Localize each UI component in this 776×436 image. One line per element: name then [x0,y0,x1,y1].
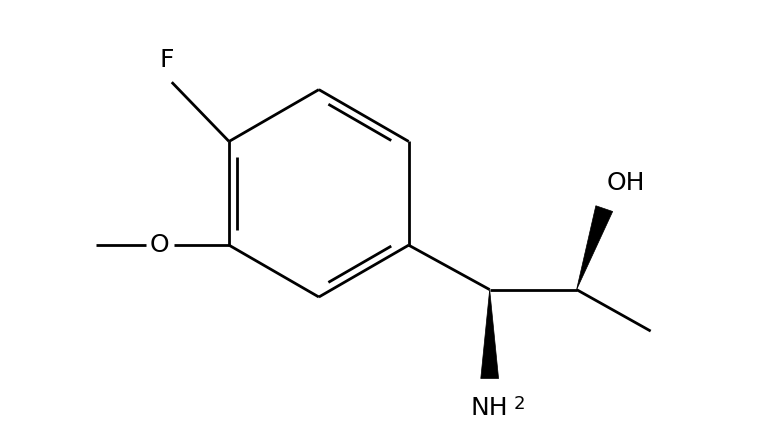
Text: O: O [150,233,170,257]
Text: F: F [160,48,174,72]
Polygon shape [481,290,498,378]
Text: OH: OH [607,171,645,195]
Text: methoxy: methoxy [68,244,74,245]
Text: NH: NH [471,396,508,420]
Text: 2: 2 [514,395,525,413]
Polygon shape [577,206,613,290]
